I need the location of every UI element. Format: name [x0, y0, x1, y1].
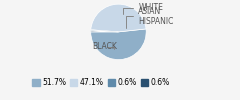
- Text: ASIAN
HISPANIC: ASIAN HISPANIC: [126, 7, 174, 28]
- Wedge shape: [91, 4, 146, 32]
- Wedge shape: [91, 30, 119, 32]
- Wedge shape: [91, 29, 146, 60]
- Legend: 51.7%, 47.1%, 0.6%, 0.6%: 51.7%, 47.1%, 0.6%, 0.6%: [29, 75, 173, 90]
- Text: WHITE: WHITE: [123, 3, 163, 14]
- Text: BLACK: BLACK: [92, 42, 117, 51]
- Wedge shape: [91, 31, 119, 32]
